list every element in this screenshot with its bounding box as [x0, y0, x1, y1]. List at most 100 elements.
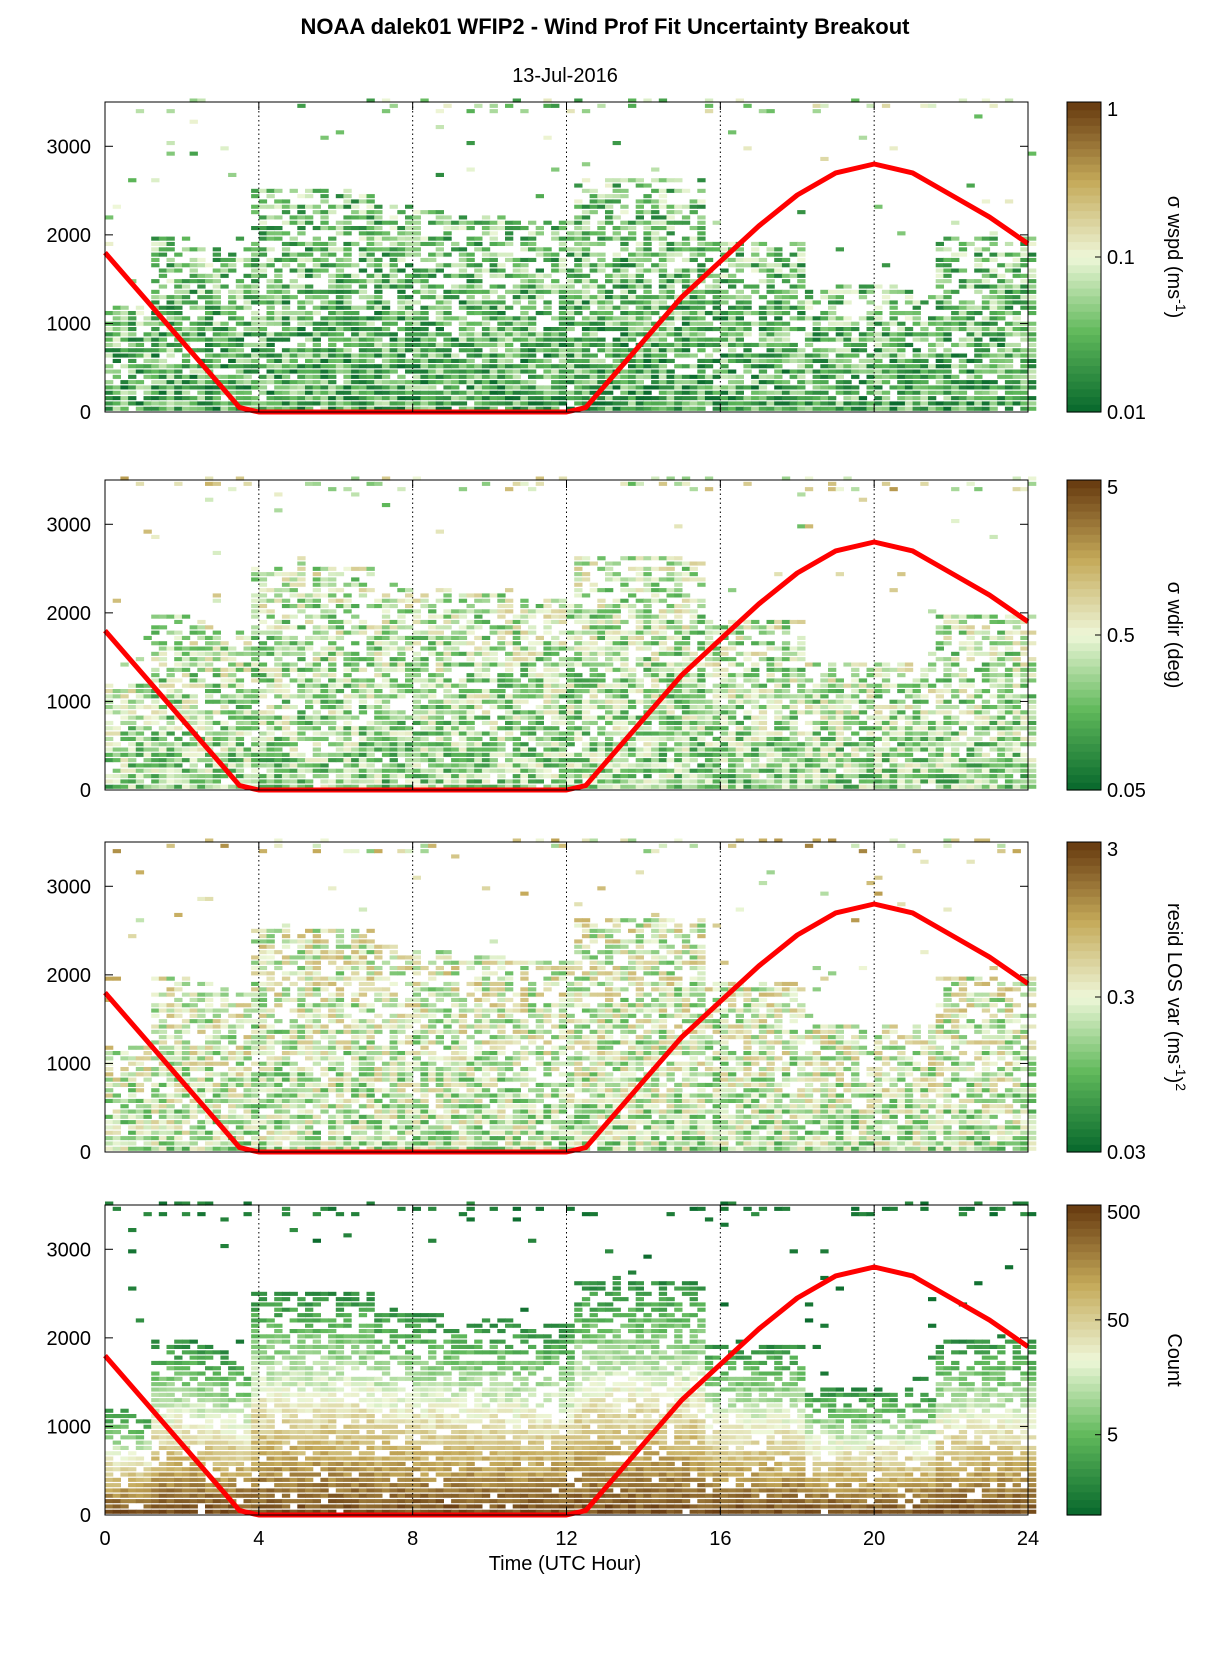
heat-cell [312, 385, 321, 390]
heat-cell [551, 342, 560, 347]
heat-cell [374, 337, 383, 342]
heat-cell [305, 726, 314, 731]
heat-cell [712, 311, 721, 316]
heat-cell [228, 305, 237, 310]
heatmap-sigma-wdir [105, 476, 1037, 789]
heat-cell [351, 215, 360, 220]
heat-cell [728, 311, 737, 316]
heat-cell [535, 364, 544, 369]
heat-cell [781, 337, 791, 342]
heat-cell [297, 598, 306, 603]
heat-cell [958, 98, 968, 103]
heat-cell [197, 257, 206, 262]
heat-cell [258, 327, 268, 332]
heat-cell [866, 364, 875, 369]
heat-cell [197, 720, 206, 725]
heat-cell [651, 337, 660, 342]
heat-cell [681, 279, 691, 284]
heat-cell [374, 699, 383, 704]
heat-cell [428, 284, 437, 289]
heat-cell [420, 311, 429, 316]
heat-cell [112, 327, 121, 332]
heat-cell [220, 380, 229, 385]
heat-cell [166, 720, 175, 725]
heat-cell [158, 763, 168, 768]
heat-cell [620, 385, 629, 390]
heat-cell [343, 337, 352, 342]
heat-cell [458, 662, 468, 667]
heat-cell [674, 406, 683, 411]
heat-cell [474, 689, 483, 694]
heat-cell [266, 226, 275, 231]
heat-cell [151, 710, 160, 715]
heat-cell [135, 774, 145, 779]
heat-cell [320, 774, 329, 779]
heat-cell [628, 385, 637, 390]
heat-cell [704, 385, 714, 390]
heat-cell [428, 348, 437, 353]
heat-cell [281, 683, 291, 688]
heat-cell [889, 146, 898, 151]
heat-cell [720, 337, 729, 342]
heat-cell [558, 401, 568, 406]
heat-cell [689, 380, 698, 385]
heat-cell [335, 651, 345, 656]
heat-cell [735, 390, 744, 395]
heat-cell [658, 204, 668, 209]
heat-cell [135, 731, 145, 736]
heat-cell [497, 726, 506, 731]
heat-cell [412, 236, 421, 241]
heat-cell [1028, 353, 1037, 358]
heat-cell [712, 300, 721, 305]
heat-cell [435, 263, 444, 268]
heat-cell [712, 358, 721, 363]
heat-cell [312, 614, 321, 619]
colorbar-band [1067, 202, 1101, 212]
heat-cell [312, 481, 321, 486]
heat-cell [166, 241, 175, 246]
heat-cell [735, 358, 744, 363]
heat-cell [505, 390, 514, 395]
heat-cell [774, 401, 783, 406]
heat-cell [166, 380, 175, 385]
heat-cell [697, 406, 706, 411]
heat-cell [235, 768, 245, 773]
heat-cell [366, 736, 375, 741]
heat-cell [458, 327, 468, 332]
heat-cell [635, 220, 644, 225]
heat-cell [366, 784, 375, 789]
heat-cell [235, 683, 245, 688]
heat-cell [520, 241, 529, 246]
heat-cell [228, 487, 237, 492]
heat-cell [174, 736, 183, 741]
heat-cell [674, 316, 683, 321]
heat-cell [166, 646, 175, 651]
heat-cell [643, 226, 652, 231]
heat-cell [412, 226, 421, 231]
heat-cell [666, 220, 675, 225]
heat-cell [420, 731, 429, 736]
heat-cell [366, 374, 375, 379]
heat-cell [820, 311, 829, 316]
heat-cell [397, 742, 406, 747]
heat-cell [820, 401, 829, 406]
heat-cell [289, 731, 298, 736]
heat-cell [497, 646, 506, 651]
heat-cell [505, 374, 514, 379]
heat-cell [381, 641, 391, 646]
heat-cell [212, 742, 221, 747]
heat-cell [281, 204, 291, 209]
heat-cell [420, 646, 429, 651]
heat-cell [428, 257, 437, 262]
heat-cell [266, 279, 275, 284]
heat-cell [489, 273, 498, 278]
heat-cell [512, 321, 521, 326]
heat-cell [358, 231, 368, 236]
heat-cell [520, 651, 529, 656]
heat-cell [258, 742, 268, 747]
heat-cell [312, 364, 321, 369]
heat-cell [289, 604, 298, 609]
heat-cell [505, 348, 514, 353]
heat-cell [643, 279, 652, 284]
heat-cell [589, 311, 598, 316]
